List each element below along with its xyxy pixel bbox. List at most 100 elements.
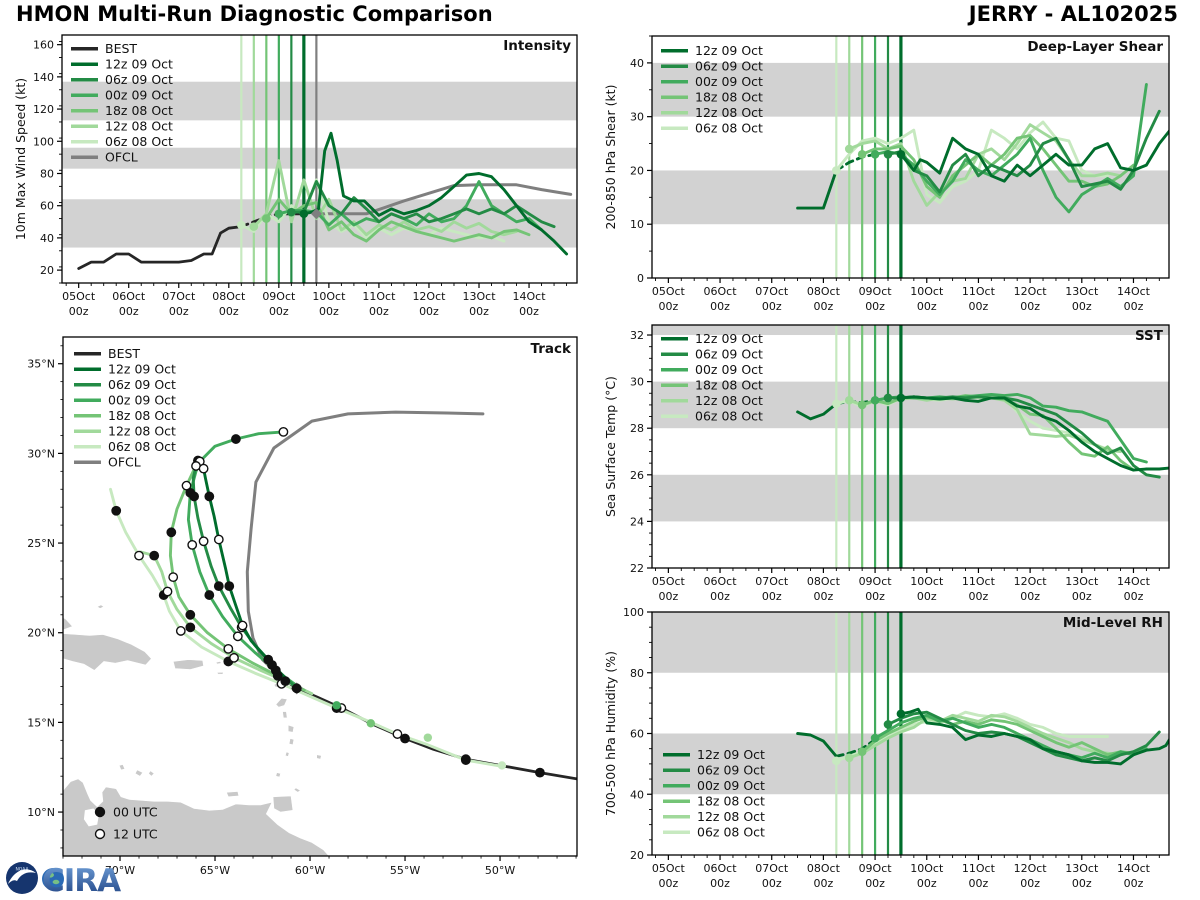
init-marker [262, 214, 271, 223]
init-marker [896, 709, 906, 719]
track-ofcl [245, 410, 485, 690]
y-tick-label: 100 [33, 135, 54, 148]
y-tick-label: 28 [630, 422, 644, 435]
x-tick-label: 00z [469, 305, 489, 318]
y-tick-label: 24 [630, 515, 644, 528]
x-tick-label: 00z [1124, 300, 1144, 313]
x-tick-label: 05Oct [652, 862, 686, 875]
landmass [316, 754, 322, 760]
x-tick-label: 14Oct [1117, 862, 1151, 875]
landmass [63, 617, 74, 631]
landmass [293, 787, 302, 793]
y-tick-label: 40 [630, 788, 644, 801]
y-tick-label: 60 [630, 728, 644, 741]
marker-12utc [392, 729, 403, 739]
x-tick-label: 00z [814, 877, 834, 890]
x-tick-label: 11Oct [362, 290, 396, 303]
x-tick-label: 00z [519, 305, 539, 318]
x-tick-label: 13Oct [1065, 285, 1099, 298]
x-axis: 70°W 65°W 60°W 55°W 50°W [62, 856, 577, 877]
y-axis-title: Sea Surface Temp (°C) [603, 376, 618, 517]
landmass [63, 633, 152, 671]
legend-label: 18z 08 Oct [108, 408, 176, 423]
landmass [216, 671, 225, 675]
track-12z-09-oct [202, 467, 289, 682]
init-marker [274, 209, 284, 219]
marker-12utc [229, 652, 239, 663]
legend-label: 06z 08 Oct [697, 824, 765, 839]
y-tick-label: 15°N [27, 716, 55, 729]
series-12z-09-oct [899, 129, 1169, 183]
x-tick-label: 00z [1020, 300, 1040, 313]
series-18z-08-oct [860, 715, 1135, 757]
init-marker [883, 720, 893, 729]
x-tick-label: 06Oct [704, 862, 738, 875]
series-06z-08-oct [239, 178, 506, 243]
legend-label: 12z 08 Oct [105, 118, 173, 133]
x-tick-label: 00z [710, 877, 730, 890]
landmass [272, 795, 294, 813]
open-dot-icon [94, 828, 106, 840]
x-tick-label: 00z [969, 877, 989, 890]
series-12z-09-oct [834, 152, 877, 172]
marker-00utc [460, 755, 471, 765]
x-tick-label: 11Oct [962, 862, 996, 875]
landmass [275, 697, 288, 708]
gray-band [652, 62, 1169, 117]
panel-frame [651, 35, 1170, 279]
init-marker [287, 207, 296, 217]
legend-label: 06z 08 Oct [695, 120, 763, 135]
ofcl-init-diamond [310, 208, 322, 220]
x-axis: 05Oct 00z 06Oct 00z 07Oct 00z 08Oct 00z 09Oct 00z… [62, 283, 568, 318]
series-12z-09-oct [796, 168, 838, 210]
y-tick-label: 20 [630, 164, 644, 177]
gray-band [652, 612, 1169, 673]
init-marker [870, 733, 880, 743]
legend-label: 12z 09 Oct [697, 747, 765, 762]
init-marker [249, 222, 259, 231]
x-tick-label: 00z [1072, 590, 1092, 603]
x-tick-label: 70°W [105, 864, 135, 877]
x-tick-label: 07Oct [755, 285, 789, 298]
legend-label: 06z 09 Oct [695, 346, 763, 361]
legend-label: 18z 08 Oct [695, 89, 763, 104]
marker-00utc [231, 434, 241, 444]
marker-12utc [198, 536, 209, 547]
y-axis: 10°N 15°N 20°N 25°N 30°N 35°N [27, 345, 63, 849]
y-tick-label: 10°N [27, 806, 55, 819]
init-marker [832, 756, 841, 766]
x-tick-label: 12Oct [1014, 285, 1048, 298]
x-tick-label: 00z [865, 300, 885, 313]
legend-label: 00z 09 Oct [697, 778, 765, 793]
legend-label: 12z 09 Oct [108, 361, 176, 376]
x-tick-label: 00z [917, 300, 937, 313]
y-tick-label: 120 [33, 103, 54, 116]
y-tick-label: 0 [637, 272, 644, 285]
y-axis: 20 40 60 80 100 120 140 160 [33, 39, 62, 284]
gray-band [652, 325, 1169, 336]
x-tick-label: 14Oct [1117, 575, 1151, 588]
y-tick-label: 100 [623, 606, 644, 619]
legend-label: 12z 08 Oct [695, 105, 763, 120]
y-tick-label: 26 [630, 469, 644, 482]
marker-00utc [185, 622, 196, 633]
noaa-text: NOAA [15, 867, 29, 873]
x-tick-label: 00z [169, 305, 189, 318]
init-marker [844, 395, 854, 405]
init-marker [857, 150, 867, 159]
member-init-dot [497, 761, 507, 770]
legend-label: OFCL [108, 454, 141, 469]
y-axis-title: 200-850 hPa Shear (kt) [603, 85, 618, 230]
x-tick-label: 12Oct [1014, 575, 1048, 588]
x-tick-label: 00z [419, 305, 439, 318]
legend-label: 12z 08 Oct [695, 393, 763, 408]
legend-label: 06z 08 Oct [108, 439, 176, 454]
y-tick-label: 30 [630, 376, 644, 389]
legend-label: 18z 08 Oct [105, 103, 173, 118]
storm-title: JERRY - AL102025 [968, 2, 1178, 26]
landmass [225, 791, 240, 798]
series-00z-09-oct [277, 180, 544, 232]
x-tick-label: 13Oct [1065, 862, 1099, 875]
